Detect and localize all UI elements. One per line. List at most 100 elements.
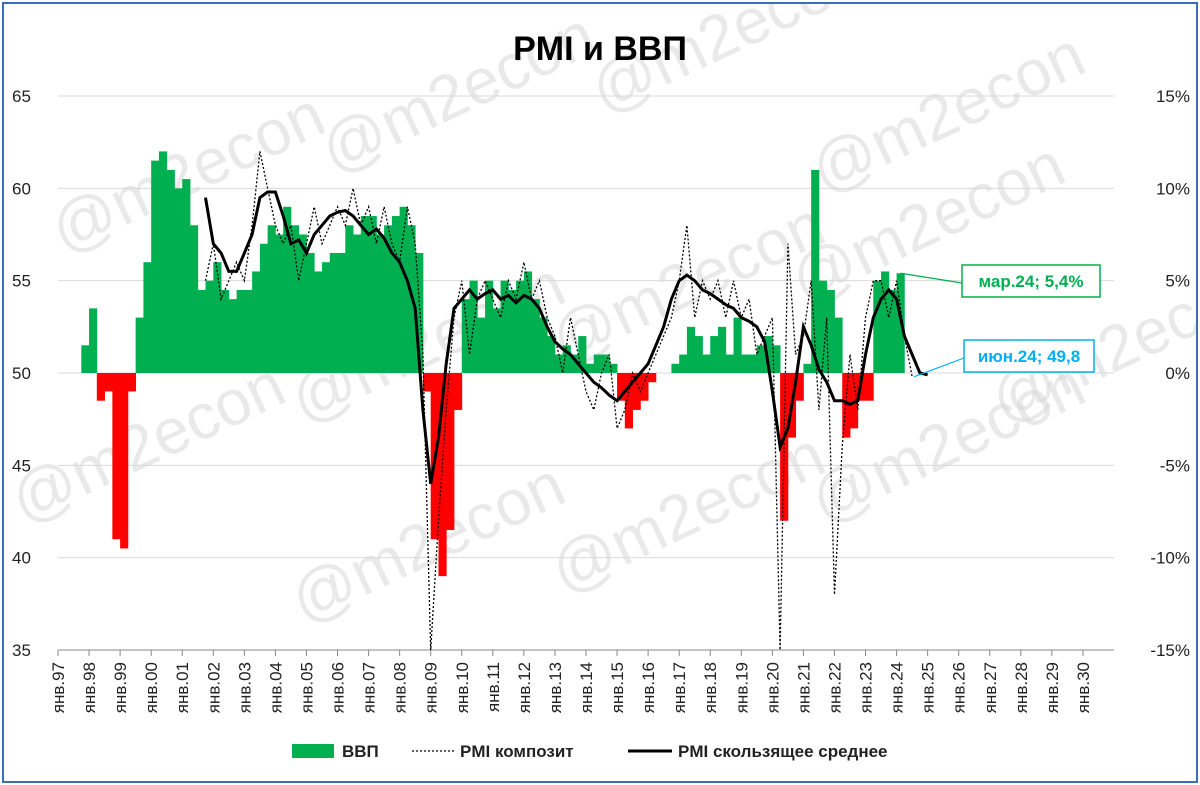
callout-box-pmi	[963, 339, 1095, 373]
gdp-bar	[438, 373, 447, 577]
gdp-bar	[461, 299, 470, 373]
x-tick-label: янв.11	[484, 662, 503, 712]
gdp-bar	[570, 354, 579, 373]
x-tick-label: янв.98	[80, 662, 99, 713]
gdp-bar	[345, 225, 354, 373]
gdp-bar	[725, 354, 734, 373]
x-tick-label: янв.22	[825, 662, 844, 713]
legend-swatch-gdp	[292, 744, 334, 758]
gdp-bar	[135, 317, 144, 373]
gdp-bar	[275, 234, 284, 373]
x-tick-label: янв.05	[297, 662, 316, 713]
right-axis-tick: -5%	[1160, 456, 1190, 475]
gdp-bar	[143, 262, 152, 373]
gdp-bar	[865, 373, 874, 401]
gdp-bar	[756, 345, 765, 373]
gdp-bar	[290, 225, 300, 373]
callout-leader-pmi	[913, 357, 965, 378]
x-tick-label: янв.97	[49, 662, 68, 713]
legend: ВВП PMI композит PMI скользящее среднее	[292, 742, 888, 761]
gdp-bar	[236, 289, 245, 373]
right-axis-tick: -10%	[1150, 549, 1190, 568]
gdp-bar	[749, 354, 758, 373]
pmi-gdp-chart: @m2econ@m2econ@m2econ@m2econ@m2econ@m2ec…	[4, 4, 1196, 761]
x-tick-label: янв.09	[422, 662, 441, 713]
pmi-composite-line	[204, 151, 913, 651]
legend-label-pmi-composite: PMI композит	[460, 742, 574, 761]
gdp-bar	[539, 317, 548, 373]
legend-label-gdp: ВВП	[342, 742, 379, 761]
right-axis-tick: 10%	[1156, 179, 1190, 198]
x-tick-label: янв.25	[919, 662, 938, 713]
gdp-bar	[399, 206, 408, 373]
x-tick-label: янв.30	[1074, 662, 1093, 713]
gdp-bar	[267, 225, 276, 373]
x-tick-label: янв.28	[1012, 662, 1031, 713]
x-tick-label: янв.04	[266, 662, 285, 713]
gdp-bar	[415, 252, 424, 373]
gdp-bar	[158, 151, 168, 373]
right-axis-labels: -15% -10% -5% 0% 5% 10% 15%	[1150, 87, 1190, 660]
gdp-bar	[306, 252, 315, 373]
x-tick-label: янв.02	[204, 662, 223, 713]
gdp-bar	[182, 179, 191, 373]
x-tick-label: янв.99	[111, 662, 130, 713]
gdp-bar	[197, 289, 206, 373]
gdp-bar	[640, 373, 649, 401]
gdp-bar	[112, 373, 121, 540]
gdp-bar	[454, 373, 463, 410]
gdp-bar	[485, 280, 494, 373]
gdp-bar	[648, 373, 657, 383]
gdp-bar	[586, 363, 595, 373]
watermark-text: @m2econ	[4, 348, 295, 537]
gdp-bar	[368, 216, 377, 373]
gdp-bar	[252, 271, 261, 373]
gdp-bar	[151, 160, 160, 373]
gdp-bar	[298, 234, 307, 373]
gdp-bar	[686, 326, 696, 373]
x-tick-label: янв.06	[329, 662, 348, 713]
x-tick-label: янв.21	[794, 662, 813, 713]
gdp-bar	[244, 289, 253, 373]
gdp-bar	[104, 373, 113, 392]
gdp-bar	[96, 373, 105, 401]
gdp-bar	[391, 216, 401, 373]
x-axis-labels: янв.97 янв.98 янв.99 янв.00 янв.01 янв.02 янв.…	[49, 649, 1114, 713]
left-axis-tick: 50	[12, 364, 31, 383]
right-axis-tick: 5%	[1165, 272, 1190, 291]
x-tick-label: янв.16	[639, 662, 658, 713]
gdp-bar	[446, 373, 455, 530]
x-tick-label: янв.24	[888, 662, 907, 713]
gdp-bar	[516, 280, 525, 373]
gdp-bar	[764, 336, 773, 373]
gdp-bar	[531, 299, 540, 373]
gdp-bar	[283, 206, 292, 373]
gdp-bar	[174, 188, 183, 373]
gdp-bar	[593, 354, 602, 373]
legend-label-pmi-ma: PMI скользящее среднее	[678, 742, 888, 761]
pmi-lines	[204, 151, 928, 651]
gdp-bar	[500, 280, 509, 373]
gdp-bar	[617, 373, 626, 401]
gdp-bar	[166, 169, 175, 373]
gdp-bar	[818, 280, 828, 373]
right-axis-tick: 0%	[1165, 364, 1190, 383]
gdp-bar	[547, 336, 556, 373]
gdp-bar	[562, 345, 571, 373]
gdp-bar	[469, 280, 478, 373]
gdp-bar	[554, 354, 564, 373]
x-tick-label: янв.20	[763, 662, 782, 713]
right-axis-tick: -15%	[1150, 641, 1190, 660]
gdp-bar	[228, 299, 237, 373]
gdp-bar	[329, 252, 338, 373]
gdp-bar	[702, 354, 711, 373]
gdp-bar	[624, 373, 633, 429]
x-tick-label: янв.14	[577, 662, 596, 713]
gdp-bar	[89, 308, 98, 373]
gdp-bar	[857, 373, 866, 401]
callout-label-pmi: июн.24; 49,8	[978, 347, 1080, 366]
left-axis-labels: 35 40 45 50 55 60 65	[12, 87, 31, 660]
left-axis-tick: 55	[12, 272, 31, 291]
gdp-bar	[376, 234, 385, 373]
x-tick-label: янв.03	[235, 662, 254, 713]
